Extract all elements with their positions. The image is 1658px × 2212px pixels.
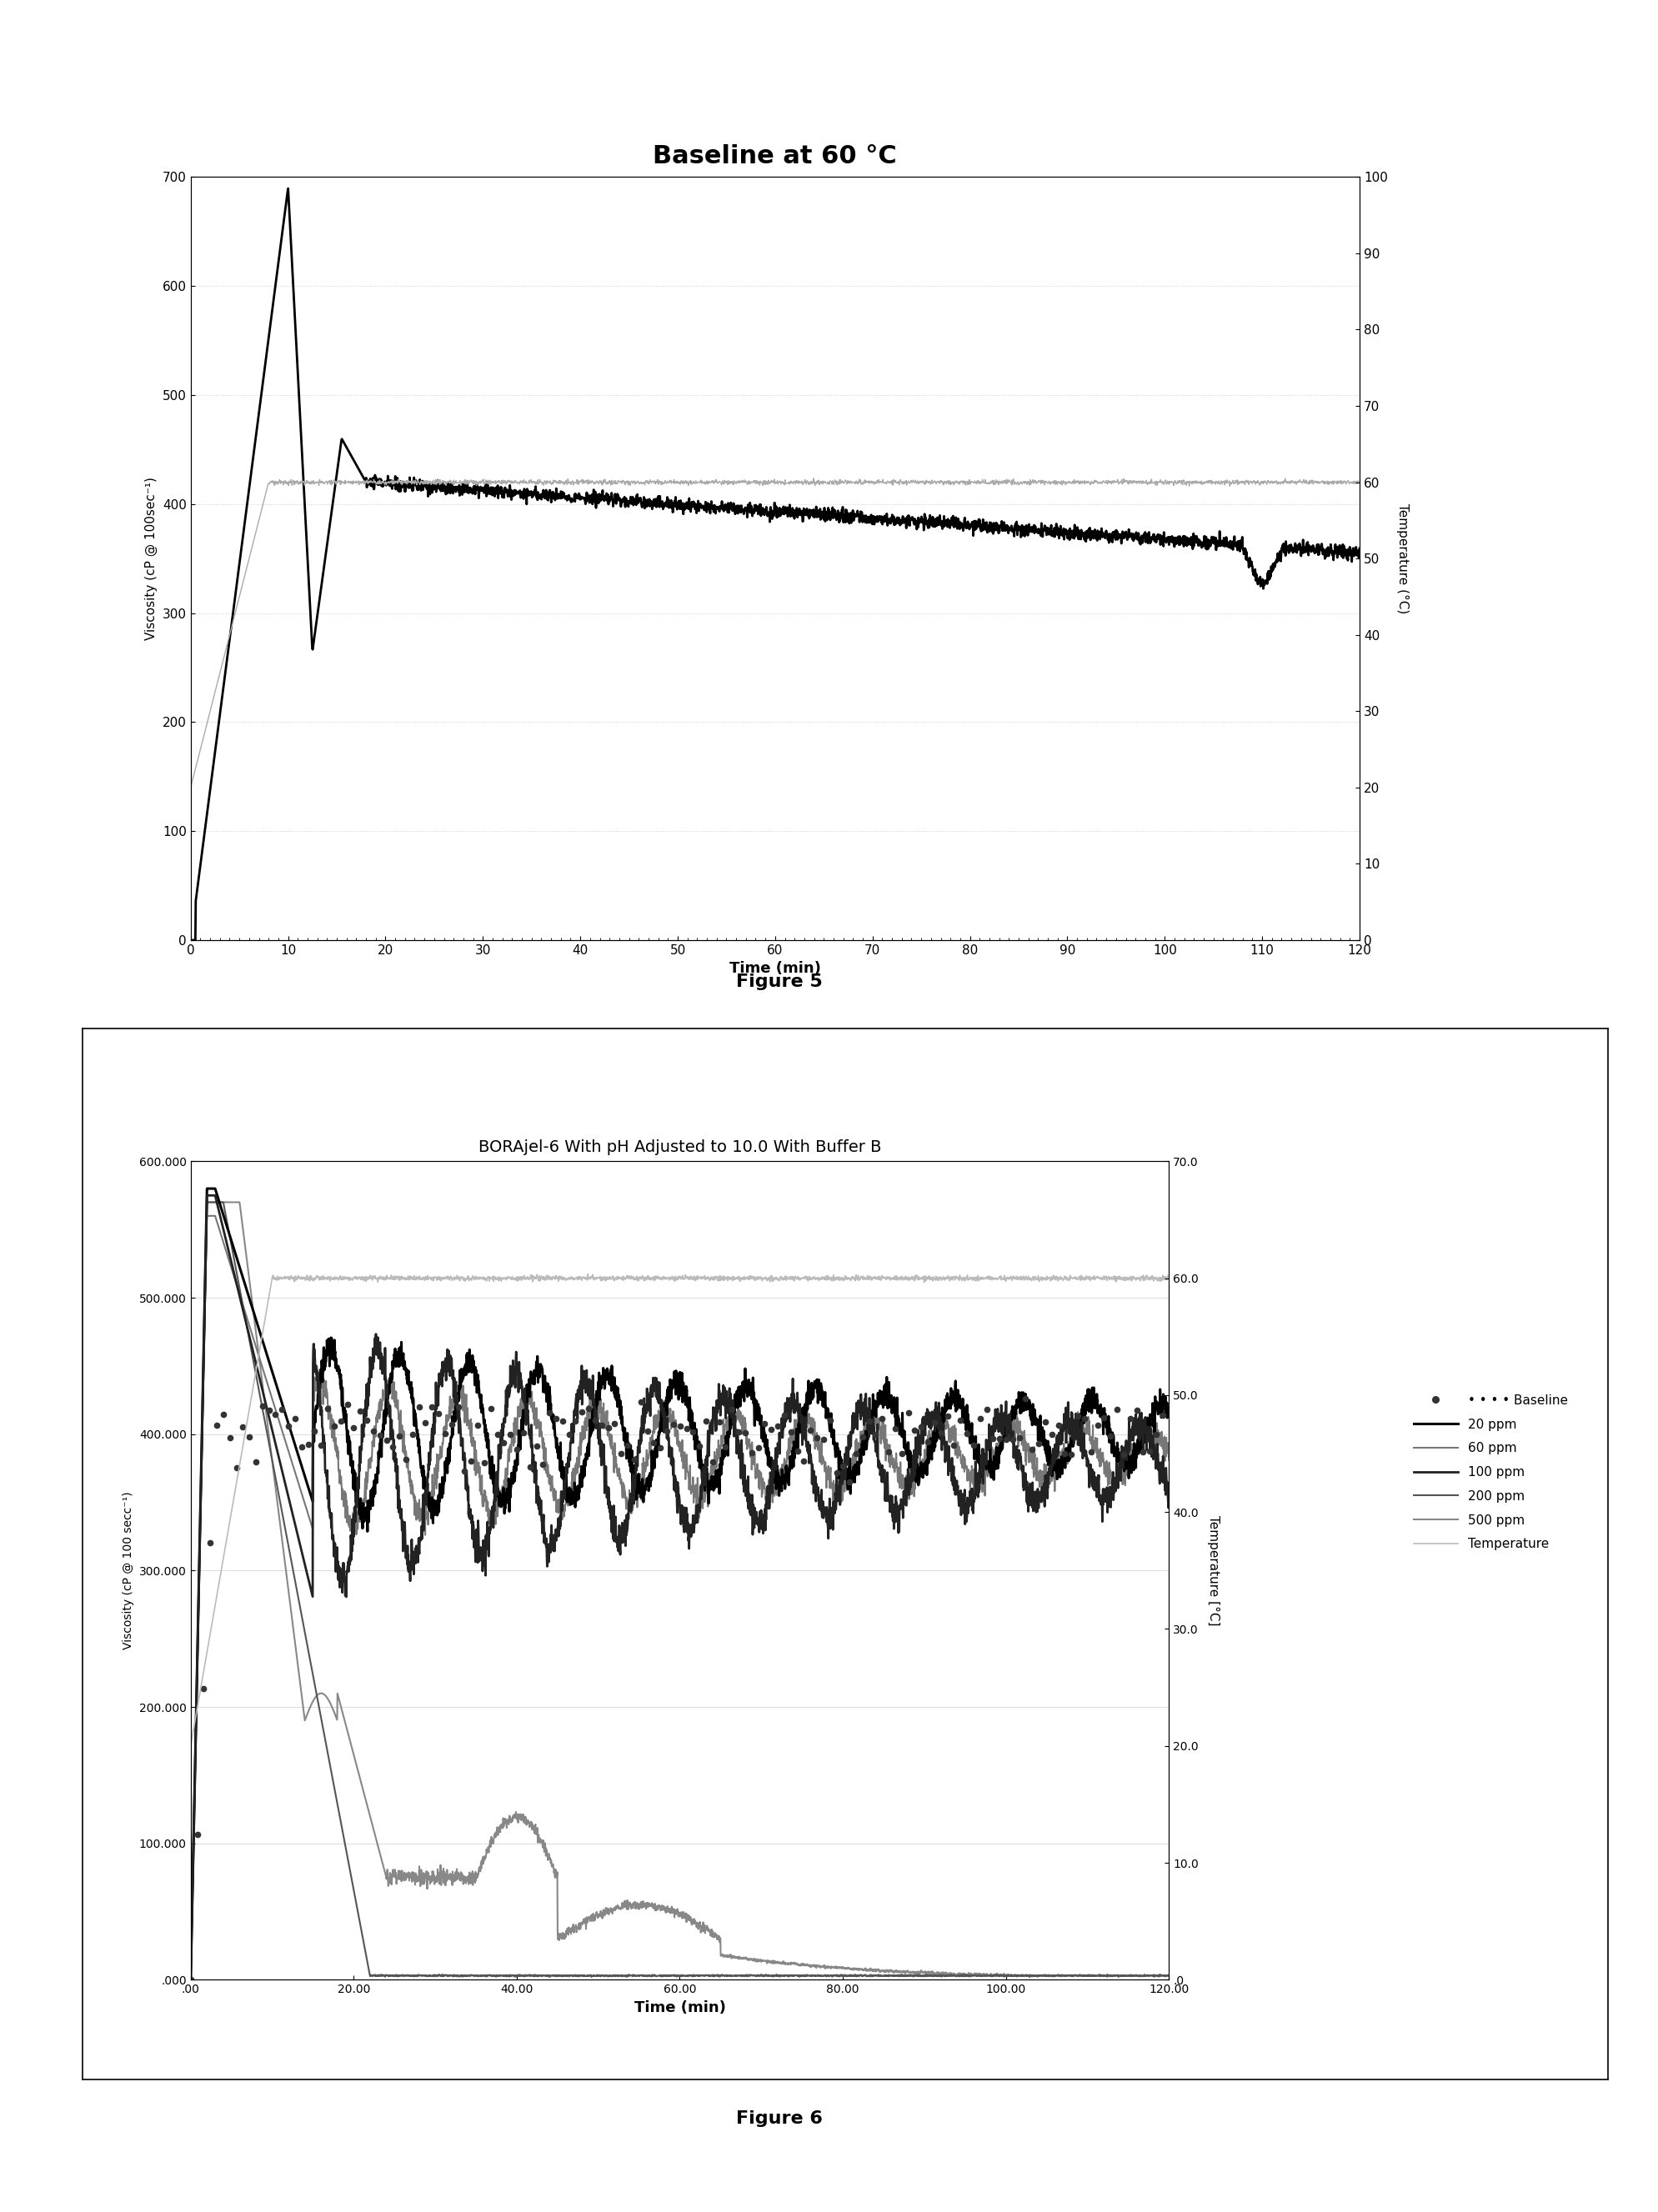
- 100 ppm: [1159, 1471, 1179, 1498]
- Legend: • • • • Baseline, 20 ppm, 60 ppm, 100 ppm, 200 ppm, 500 ppm, Temperature: • • • • Baseline, 20 ppm, 60 ppm, 100 pp…: [1408, 1389, 1573, 1555]
- 200 ppm: [599, 1962, 618, 1989]
- 500 ppm: [555, 1918, 575, 1944]
- Line: 60 ppm: 60 ppm: [191, 1217, 1169, 1980]
- • • • • Baseline: [1016, 1385, 1036, 1411]
- • • • • Baseline: [690, 1433, 710, 1460]
- • • • • Baseline: [565, 1407, 585, 1433]
- 200 ppm: [555, 1962, 575, 1989]
- 20 ppm: [1035, 1429, 1054, 1455]
- 100 ppm: [1141, 1436, 1161, 1462]
- 60 ppm: [599, 1409, 618, 1436]
- 200 ppm: [197, 1190, 217, 1217]
- Y-axis label: Temperature [°C]: Temperature [°C]: [1207, 1515, 1219, 1626]
- • • • • Baseline: [852, 1425, 872, 1451]
- 60 ppm: [181, 1966, 201, 1993]
- Line: 20 ppm: 20 ppm: [191, 1188, 1169, 1980]
- Line: • • • • Baseline: • • • • Baseline: [186, 1394, 1167, 1984]
- Title: BORAjel-6 With pH Adjusted to 10.0 With Buffer B: BORAjel-6 With pH Adjusted to 10.0 With …: [478, 1139, 882, 1155]
- 60 ppm: [555, 1491, 575, 1517]
- 500 ppm: [1035, 1962, 1054, 1989]
- Line: 500 ppm: 500 ppm: [191, 1203, 1169, 1980]
- X-axis label: Time (min): Time (min): [633, 2000, 726, 2015]
- 500 ppm: [350, 1767, 370, 1794]
- Y-axis label: Temperature (°C): Temperature (°C): [1396, 504, 1409, 613]
- 200 ppm: [292, 1606, 312, 1632]
- 100 ppm: [197, 1181, 217, 1208]
- • • • • Baseline: [983, 1425, 1003, 1451]
- • • • • Baseline: [181, 1966, 201, 1993]
- 60 ppm: [292, 1482, 312, 1509]
- 20 ppm: [599, 1367, 618, 1394]
- 100 ppm: [1035, 1493, 1054, 1520]
- 500 ppm: [181, 1966, 201, 1993]
- Y-axis label: Viscosity (cP @ 100sec⁻¹): Viscosity (cP @ 100sec⁻¹): [146, 478, 158, 639]
- 100 ppm: [181, 1966, 201, 1993]
- 200 ppm: [350, 1913, 370, 1940]
- 100 ppm: [350, 1449, 370, 1475]
- Line: 200 ppm: 200 ppm: [191, 1203, 1169, 1980]
- 20 ppm: [555, 1469, 575, 1495]
- 20 ppm: [197, 1175, 217, 1201]
- 500 ppm: [197, 1190, 217, 1217]
- 500 ppm: [1141, 1962, 1161, 1989]
- Text: Figure 5: Figure 5: [736, 973, 822, 991]
- 500 ppm: [599, 1896, 618, 1922]
- Title: Baseline at 60 °C: Baseline at 60 °C: [653, 144, 897, 168]
- 20 ppm: [350, 1484, 370, 1511]
- 20 ppm: [1141, 1402, 1161, 1429]
- 60 ppm: [197, 1203, 217, 1230]
- 20 ppm: [1159, 1400, 1179, 1427]
- 60 ppm: [350, 1509, 370, 1535]
- • • • • Baseline: [501, 1422, 521, 1449]
- 200 ppm: [181, 1966, 201, 1993]
- X-axis label: Time (min): Time (min): [730, 962, 821, 975]
- 200 ppm: [1141, 1962, 1161, 1989]
- 500 ppm: [292, 1690, 312, 1717]
- • • • • Baseline: [730, 1418, 749, 1444]
- 60 ppm: [1141, 1409, 1161, 1436]
- 100 ppm: [292, 1542, 312, 1568]
- 20 ppm: [292, 1455, 312, 1482]
- 100 ppm: [555, 1464, 575, 1491]
- 100 ppm: [599, 1473, 618, 1500]
- Y-axis label: Viscosity (cP @ 100 secc⁻¹): Viscosity (cP @ 100 secc⁻¹): [123, 1491, 134, 1650]
- 60 ppm: [1035, 1464, 1054, 1491]
- 500 ppm: [1159, 1962, 1179, 1989]
- 60 ppm: [1159, 1447, 1179, 1473]
- 200 ppm: [1159, 1962, 1179, 1989]
- Line: 100 ppm: 100 ppm: [191, 1194, 1169, 1980]
- 200 ppm: [1035, 1962, 1054, 1989]
- Text: Figure 6: Figure 6: [736, 2110, 822, 2128]
- 20 ppm: [181, 1966, 201, 1993]
- • • • • Baseline: [1152, 1402, 1172, 1429]
